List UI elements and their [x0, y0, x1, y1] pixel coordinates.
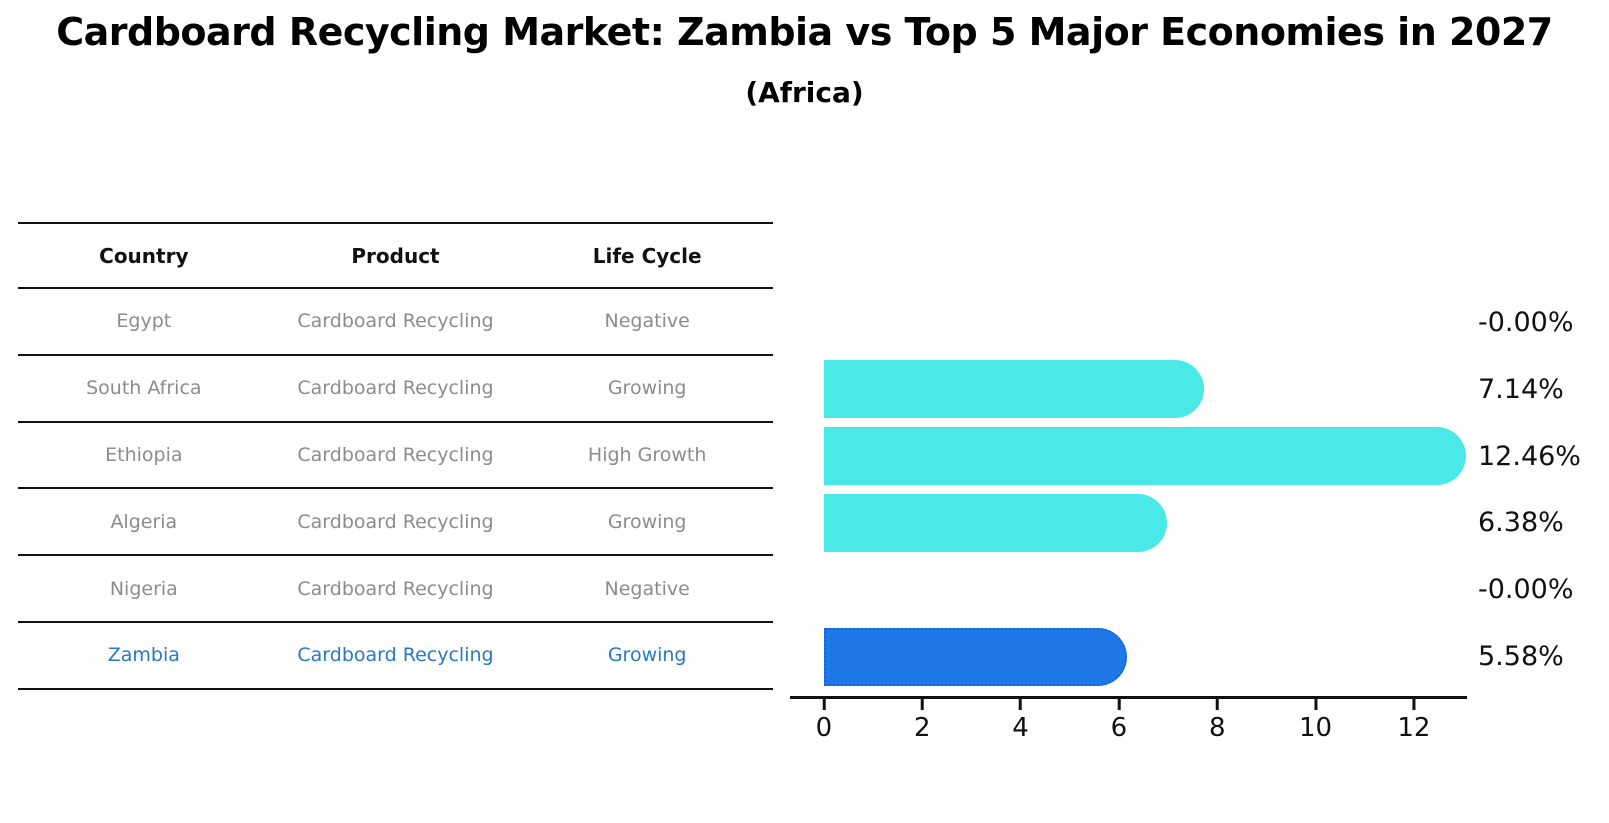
column-header-life-cycle: Life Cycle: [592, 243, 702, 268]
figure-title: Cardboard Recycling Market: Zambia vs To…: [56, 10, 1553, 54]
cell-country: Zambia: [107, 644, 180, 667]
value-label-egypt: -0.00%: [1478, 306, 1574, 338]
value-label-nigeria: -0.00%: [1478, 574, 1574, 606]
tick-label: 8: [1208, 713, 1226, 743]
table-row-zambia: Zambia Cardboard Recycling Growing: [18, 623, 773, 690]
cell-country: South Africa: [86, 377, 202, 400]
tick-mark: [822, 699, 826, 710]
value-label-south-africa: 7.14%: [1478, 373, 1564, 405]
tick-label: 6: [1110, 713, 1128, 743]
bar-row: [790, 289, 1467, 356]
tick-mark: [1117, 699, 1121, 710]
x-axis-line: [790, 696, 1467, 699]
tick-label: 0: [815, 713, 833, 743]
tick-label: 10: [1299, 713, 1333, 743]
table-row-ethiopia: Ethiopia Cardboard Recycling High Growth: [18, 423, 773, 490]
table-header-row: Country Product Life Cycle: [18, 224, 773, 289]
bar-chart-plot-area: [790, 289, 1467, 690]
comparison-table: Country Product Life Cycle Egypt Cardboa…: [18, 222, 773, 690]
x-axis-tick: 0: [815, 699, 833, 743]
bar-row: [790, 623, 1467, 690]
cell-product: Cardboard Recycling: [297, 310, 494, 333]
cell-product: Cardboard Recycling: [297, 644, 494, 667]
table-row-egypt: Egypt Cardboard Recycling Negative: [18, 289, 773, 356]
cell-country: Nigeria: [109, 577, 178, 600]
tick-mark: [1019, 699, 1023, 710]
bar-row: [790, 423, 1467, 490]
value-label-column: -0.00% 7.14% 12.46% 6.38% -0.00% 5.58%: [1478, 289, 1608, 690]
x-axis-tick: 10: [1299, 699, 1332, 741]
cell-life-cycle: Negative: [604, 577, 690, 600]
bar-zambia-highlighted: [823, 627, 1128, 686]
cell-life-cycle: High Growth: [587, 443, 707, 466]
x-axis-tick: 2: [914, 699, 931, 741]
tick-label: 12: [1397, 713, 1431, 743]
cell-product: Cardboard Recycling: [297, 377, 494, 400]
bar-ethiopia: [823, 427, 1466, 486]
cell-country: Ethiopia: [105, 443, 183, 466]
tick-label: 2: [913, 713, 931, 743]
tick-mark: [1215, 699, 1219, 710]
table-row-nigeria: Nigeria Cardboard Recycling Negative: [18, 556, 773, 623]
cell-life-cycle: Negative: [604, 310, 690, 333]
table-row-south-africa: South Africa Cardboard Recycling Growing: [18, 356, 773, 423]
bar-row: [790, 356, 1467, 423]
column-header-country: Country: [99, 243, 189, 268]
tick-mark: [1314, 699, 1318, 710]
tick-label: 4: [1012, 713, 1029, 743]
table-row-algeria: Algeria Cardboard Recycling Growing: [18, 489, 773, 557]
bar-row: [790, 489, 1467, 556]
x-axis-tick: 12: [1397, 699, 1430, 741]
cell-product: Cardboard Recycling: [297, 577, 494, 600]
cell-country: Algeria: [110, 510, 178, 533]
x-axis-tick: 8: [1209, 699, 1226, 741]
figure-subtitle: (Africa): [745, 76, 864, 109]
value-label-zambia: 5.58%: [1478, 641, 1564, 673]
cell-country: Egypt: [116, 310, 172, 333]
tick-mark: [920, 699, 924, 710]
cell-life-cycle: Growing: [607, 510, 687, 533]
cell-life-cycle: Growing: [607, 644, 687, 667]
cell-life-cycle: Growing: [607, 377, 687, 400]
cell-product: Cardboard Recycling: [297, 510, 494, 533]
tick-mark: [1412, 699, 1416, 710]
column-header-product: Product: [351, 243, 440, 268]
x-axis: 0 2 4 6 8 10 12: [790, 696, 1467, 760]
x-axis-tick: 6: [1110, 699, 1128, 743]
value-label-algeria: 6.38%: [1478, 507, 1564, 539]
cell-product: Cardboard Recycling: [297, 443, 494, 466]
x-axis-tick: 4: [1012, 699, 1029, 741]
bar-algeria: [823, 493, 1167, 552]
bar-row: [790, 556, 1467, 623]
value-label-ethiopia: 12.46%: [1478, 440, 1581, 472]
bar-south-africa: [823, 360, 1204, 419]
